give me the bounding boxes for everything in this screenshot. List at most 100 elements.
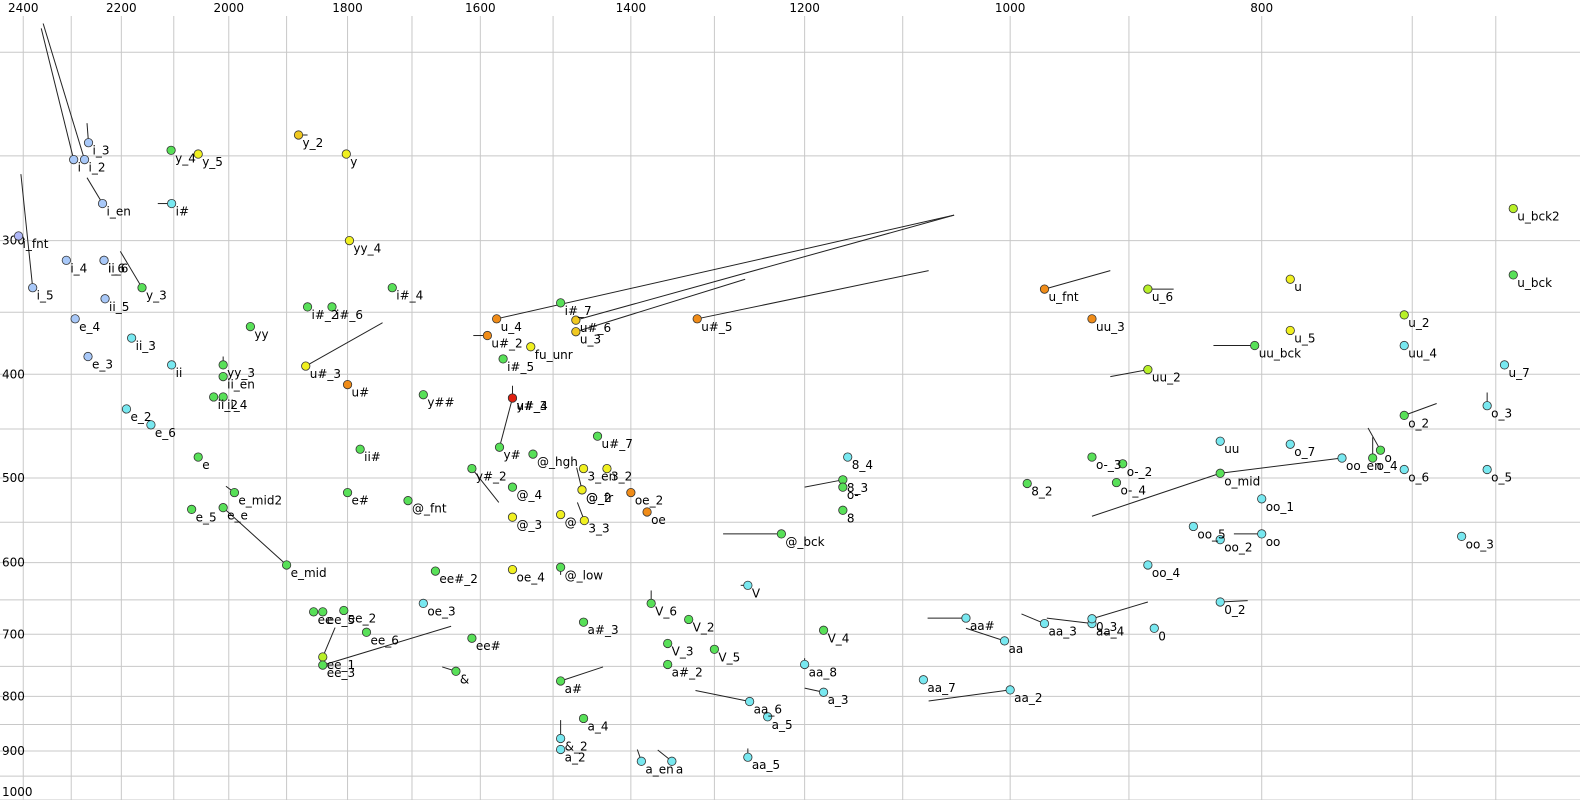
point-label: aa# — [970, 619, 995, 633]
point-tail — [965, 627, 1005, 642]
data-point — [166, 145, 176, 155]
point-label: e_6 — [155, 426, 176, 440]
point-label: i#_5 — [507, 360, 534, 374]
data-point — [318, 607, 328, 617]
point-label: @_3 — [516, 518, 542, 532]
point-tail — [575, 278, 746, 333]
point-label: u_4 — [501, 320, 522, 334]
point-label: oo_2 — [1224, 541, 1252, 555]
data-point — [1399, 410, 1409, 420]
data-point — [578, 463, 589, 474]
data-point — [1143, 365, 1153, 375]
data-point — [1118, 459, 1128, 469]
point-label: ee_3 — [327, 666, 355, 680]
point-label: e_5 — [196, 510, 217, 524]
point-label: ii — [176, 366, 183, 380]
point-label: ii_en — [227, 378, 255, 392]
point-label: u#_6 — [580, 321, 611, 335]
data-point — [70, 314, 80, 324]
point-label: aa_2 — [1014, 691, 1042, 705]
point-label: ee_5 — [327, 613, 355, 627]
data-point — [245, 322, 256, 332]
data-point — [692, 314, 702, 324]
data-point — [28, 283, 38, 293]
point-tail — [119, 251, 143, 288]
data-point — [571, 327, 581, 337]
data-point — [1482, 401, 1492, 411]
point-label: oe — [651, 513, 666, 527]
point-label: @_hgh — [537, 455, 578, 469]
data-point — [818, 625, 829, 635]
point-label: o_4 — [1377, 459, 1398, 473]
data-point — [592, 431, 603, 441]
data-point — [1087, 614, 1097, 624]
point-label: yy_4 — [353, 242, 381, 256]
point-tail — [695, 689, 750, 703]
data-point — [167, 360, 177, 370]
data-point — [1285, 439, 1295, 449]
data-point — [1250, 340, 1260, 351]
point-label: i — [78, 161, 81, 175]
y-tick-label: 400 — [2, 367, 25, 381]
data-point — [1508, 270, 1518, 280]
data-point — [579, 515, 589, 526]
point-label: a#_3 — [588, 623, 619, 637]
point-label: V_5 — [718, 650, 740, 664]
data-point — [571, 315, 581, 325]
data-point — [743, 580, 753, 590]
data-point — [83, 351, 93, 362]
point-label: ii_3 — [136, 339, 156, 353]
data-point — [1215, 436, 1225, 446]
data-point — [318, 652, 328, 662]
point-label: @_4 — [516, 488, 542, 502]
data-point — [918, 675, 929, 685]
point-label: 0_3 — [1096, 620, 1117, 634]
point-label: ee — [318, 613, 333, 627]
data-point — [1257, 529, 1267, 539]
data-point — [69, 155, 79, 165]
point-label: y_3 — [146, 289, 167, 303]
point-label: ii# — [364, 450, 381, 464]
point-label: u# — [352, 386, 370, 400]
point-tail — [471, 468, 500, 503]
point-label: 8_4 — [852, 458, 873, 472]
point-label: & — [460, 672, 469, 686]
point-label: 0 — [1158, 629, 1166, 643]
y-tick-label: 500 — [2, 471, 25, 485]
point-label: @_fnt — [412, 502, 447, 516]
data-point — [667, 756, 677, 766]
data-point — [1005, 685, 1015, 695]
data-point — [507, 564, 518, 575]
point-label: e_mid2 — [238, 494, 282, 508]
data-point — [1368, 453, 1378, 463]
point-label: y — [350, 155, 357, 169]
data-point — [361, 627, 372, 637]
data-point — [1087, 314, 1097, 324]
data-point — [193, 149, 203, 159]
x-tick-label: 800 — [1250, 1, 1273, 15]
y-tick-label: 800 — [2, 689, 25, 703]
x-tick-label: 2000 — [214, 1, 245, 15]
data-point — [342, 380, 353, 390]
data-point — [556, 509, 566, 520]
point-label: o-_2 — [1127, 465, 1153, 479]
point-label: aa_6 — [754, 703, 782, 717]
point-label: y#_2 — [476, 470, 507, 484]
data-point — [318, 660, 328, 670]
point-label: i_en — [107, 205, 131, 219]
point-label: yy — [254, 328, 268, 342]
data-point — [218, 371, 228, 382]
point-label: uu_3 — [1096, 320, 1125, 334]
point-label: e# — [352, 494, 369, 508]
point-tail — [42, 23, 86, 160]
point-tail — [1091, 472, 1221, 517]
point-label: i_3 — [93, 144, 110, 158]
data-point — [327, 302, 337, 312]
point-tail — [560, 666, 604, 682]
point-tail — [575, 214, 955, 321]
x-tick-label: 1000 — [995, 1, 1026, 15]
point-label: u_bck2 — [1517, 210, 1559, 224]
data-point — [100, 294, 110, 304]
point-label: o_3 — [1491, 407, 1512, 421]
